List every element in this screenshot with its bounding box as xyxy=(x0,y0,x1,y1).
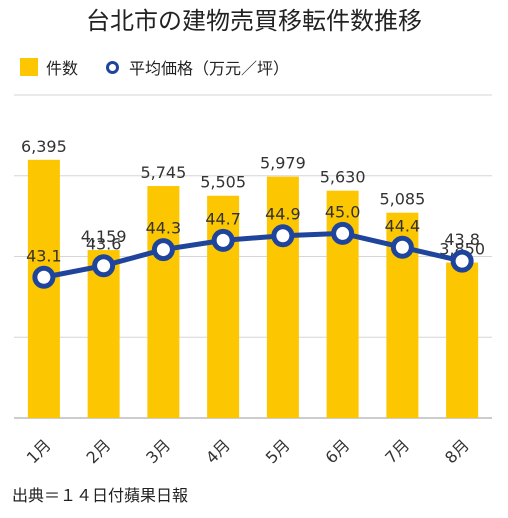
bar-value-label: 5,630 xyxy=(320,168,366,187)
price-value-label: 44.7 xyxy=(205,209,241,228)
chart-source: 出典＝１４日付蘋果日報 xyxy=(12,486,189,505)
x-tick-label: 2月 xyxy=(83,435,115,467)
bar-value-label: 6,395 xyxy=(21,137,67,156)
bar-value-label: 5,505 xyxy=(200,173,246,192)
bar xyxy=(266,176,299,418)
bar xyxy=(87,250,120,418)
price-value-label: 45.0 xyxy=(325,202,361,221)
chart-title: 台北市の建物売買移転件数推移 xyxy=(86,7,422,35)
legend-line-marker xyxy=(106,60,120,74)
price-point xyxy=(211,228,235,252)
bar xyxy=(147,186,180,418)
bar-value-label: 5,979 xyxy=(260,154,306,173)
bar xyxy=(27,159,60,418)
x-tick-label: 8月 xyxy=(441,435,473,467)
price-value-label: 43.8 xyxy=(444,230,480,249)
price-point xyxy=(151,238,175,262)
bar-value-label: 4,159 xyxy=(81,227,127,246)
legend-line-label: 平均価格（万元／坪） xyxy=(129,59,290,78)
price-point xyxy=(450,249,474,273)
x-tick-label: 6月 xyxy=(322,435,354,467)
bar xyxy=(446,262,479,418)
bar-value-label: 5,085 xyxy=(379,190,425,209)
x-tick-label: 5月 xyxy=(262,435,294,467)
bar-value-label: 5,745 xyxy=(140,163,186,182)
x-tick-label: 4月 xyxy=(202,435,234,467)
x-tick-label: 3月 xyxy=(142,435,174,467)
price-value-label: 43.1 xyxy=(26,246,62,265)
x-tick-label: 7月 xyxy=(381,435,413,467)
price-point xyxy=(390,235,414,259)
chart-legend: 件数 平均価格（万元／坪） xyxy=(20,56,289,78)
bar-value-label: 3,850 xyxy=(439,240,485,259)
price-value-label: 44.9 xyxy=(265,205,301,224)
legend-bar-label: 件数 xyxy=(46,59,79,78)
price-point xyxy=(32,265,56,289)
price-value-label: 44.4 xyxy=(385,216,421,235)
legend-bar-swatch xyxy=(20,58,38,76)
x-tick-label: 1月 xyxy=(23,435,55,467)
price-value-label: 43.6 xyxy=(86,235,122,254)
price-point xyxy=(92,254,116,278)
price-point xyxy=(331,221,355,245)
price-value-label: 44.3 xyxy=(146,219,182,238)
price-point xyxy=(271,224,295,248)
